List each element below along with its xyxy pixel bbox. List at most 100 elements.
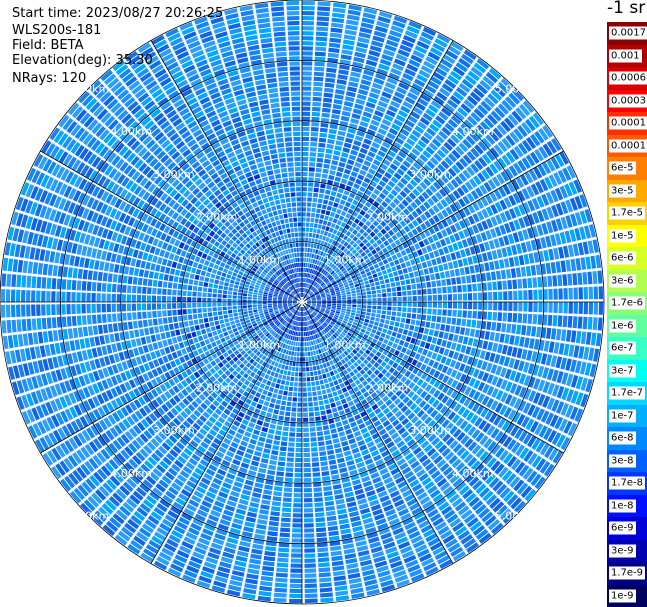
ray-gate-cell (164, 381, 172, 390)
ray-gate-cell (120, 465, 132, 476)
ray-gate-cell (422, 308, 427, 314)
ray-gate-cell (102, 482, 114, 494)
ray-gate-cell (522, 278, 528, 289)
ray-gate-cell (303, 306, 305, 311)
ray-gate-cell (198, 537, 211, 546)
ray-gate-cell (372, 176, 380, 184)
ray-gate-cell (471, 444, 482, 455)
ray-gate-cell (455, 62, 468, 73)
ray-gate-cell (324, 357, 329, 363)
ray-gate-cell (275, 328, 280, 333)
ray-gate-cell (250, 346, 256, 352)
ray-gate-cell (508, 195, 517, 206)
ray-gate-cell (334, 94, 344, 100)
ray-gate-cell (326, 408, 332, 415)
ray-gate-cell (382, 209, 390, 216)
ray-gate-cell (303, 427, 309, 432)
ray-gate-cell (216, 495, 227, 504)
ray-gate-cell (302, 306, 304, 312)
ray-gate-cell (221, 381, 228, 388)
ray-gate-cell (279, 369, 284, 375)
ray-gate-cell (120, 406, 129, 417)
ray-gate-cell (312, 477, 321, 482)
ray-gate-cell (130, 413, 140, 423)
ray-gate-cell (151, 423, 160, 433)
ray-gate-cell (311, 298, 316, 300)
ray-gate-cell (138, 396, 146, 406)
ray-gate-cell (322, 341, 327, 346)
ray-gate-cell (390, 145, 399, 154)
ray-gate-cell (119, 485, 131, 496)
ray-gate-cell (318, 562, 330, 568)
ray-gate-cell (395, 389, 403, 397)
ray-gate-cell (267, 347, 272, 352)
ray-gate-cell (292, 528, 302, 533)
ray-gate-cell (377, 522, 389, 531)
ray-gate-cell (482, 282, 487, 291)
ray-gate-cell (296, 417, 302, 422)
ray-gate-cell (546, 159, 556, 172)
ray-gate-cell (458, 209, 467, 219)
ray-gate-cell (452, 302, 458, 309)
ray-gate-cell (285, 309, 290, 313)
ray-gate-cell (466, 95, 479, 106)
ray-gate-cell (395, 264, 402, 270)
ray-gate-cell (223, 509, 234, 517)
ray-gate-cell (470, 111, 482, 123)
ray-gate-cell (221, 366, 228, 373)
ray-gate-cell (322, 220, 328, 226)
ray-gate-cell (543, 302, 548, 313)
ray-gate-cell (241, 531, 253, 538)
ray-gate-cell (446, 387, 454, 397)
ray-gate-cell (275, 340, 280, 345)
ray-gate-cell (303, 412, 309, 417)
ray-gate-cell (399, 228, 407, 236)
ray-gate-cell (352, 368, 359, 375)
ray-gate-cell (377, 302, 382, 306)
ray-gate-cell (305, 305, 310, 309)
ray-gate-cell (274, 319, 279, 324)
ray-gate-cell (313, 492, 323, 498)
ray-gate-cell (404, 96, 416, 105)
ray-gate-cell (302, 91, 312, 96)
ray-gate-cell (565, 259, 572, 272)
ray-gate-cell (426, 160, 436, 170)
ray-gate-cell (524, 118, 536, 132)
ray-gate-cell (264, 313, 270, 317)
ray-gate-cell (433, 153, 443, 162)
ray-gate-cell (335, 595, 350, 602)
ray-gate-cell (120, 372, 128, 382)
ray-gate-cell (122, 418, 131, 429)
ray-gate-cell (334, 447, 343, 454)
ray-gate-cell (322, 270, 327, 275)
ray-gate-cell (485, 71, 499, 84)
ray-gate-cell (533, 289, 538, 300)
ray-gate-cell (315, 233, 320, 239)
ray-gate-cell (133, 470, 144, 481)
ray-gate-cell (417, 295, 422, 301)
ray-gate-cell (469, 328, 476, 337)
ray-gate-cell (308, 167, 315, 172)
ray-gate-cell (262, 494, 272, 500)
ray-gate-cell (508, 92, 521, 105)
ray-gate-cell (216, 433, 224, 441)
ray-gate-cell (427, 288, 432, 295)
ray-gate-cell (420, 65, 433, 75)
ray-gate-cell (343, 142, 352, 149)
ray-gate-cell (398, 82, 410, 91)
ray-gate-cell (309, 147, 317, 152)
ray-gate-cell (248, 405, 255, 412)
ray-gate-cell (304, 311, 307, 316)
ray-gate-cell (304, 288, 306, 293)
ray-gate-cell (495, 446, 505, 458)
ray-gate-cell (370, 87, 381, 95)
ray-gate-cell (311, 306, 315, 309)
ray-gate-cell (242, 435, 250, 443)
ray-gate-cell (302, 101, 311, 106)
ray-gate-cell (433, 95, 445, 106)
ray-gate-cell (335, 171, 343, 178)
ray-gate-cell (382, 293, 387, 298)
ray-gate-cell (312, 101, 322, 107)
ray-gate-cell (224, 345, 231, 351)
ray-gate-cell (229, 527, 241, 535)
